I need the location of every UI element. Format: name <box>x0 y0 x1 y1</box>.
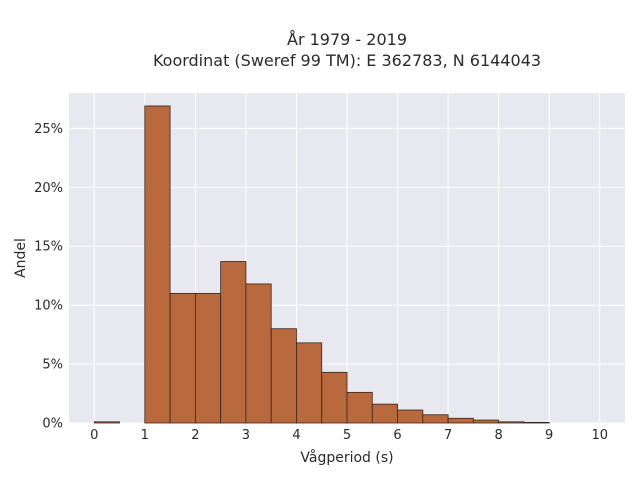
histogram-bar <box>296 342 323 424</box>
chart-title-line1: År 1979 - 2019 <box>287 30 407 49</box>
histogram-bar <box>245 283 272 424</box>
y-axis-label: Andel <box>13 238 29 278</box>
histogram-bar <box>397 409 424 424</box>
histogram-bar <box>523 422 550 424</box>
x-tick-label: 3 <box>242 428 250 443</box>
x-tick-label: 8 <box>494 428 502 443</box>
histogram-bar <box>220 261 247 424</box>
histogram-bar <box>371 403 398 424</box>
histogram-bar <box>422 414 449 424</box>
histogram-bar <box>472 419 500 424</box>
x-axis-label: Vågperiod (s) <box>300 449 393 466</box>
y-tick-label: 25% <box>34 122 63 137</box>
y-tick-label: 15% <box>34 240 63 255</box>
x-tick-label: 6 <box>393 428 401 443</box>
histogram-bars <box>93 105 550 424</box>
histogram-bar <box>498 421 525 424</box>
histogram-bar <box>93 421 120 424</box>
x-tick-label: 7 <box>444 428 452 443</box>
x-tick-label: 4 <box>292 428 300 443</box>
x-tick-label: 10 <box>591 428 608 443</box>
histogram-bar <box>169 292 196 424</box>
histogram-bar <box>144 105 171 424</box>
x-tick-label: 1 <box>141 428 149 443</box>
y-tick-label: 0% <box>42 417 63 432</box>
y-tick-label: 5% <box>42 358 63 373</box>
histogram-bar <box>346 391 373 424</box>
y-tick-label: 10% <box>34 299 63 314</box>
x-tick-label: 2 <box>191 428 199 443</box>
histogram-bar <box>270 328 297 424</box>
x-tick-label: 0 <box>90 428 98 443</box>
histogram-bar <box>447 417 474 424</box>
y-tick-label: 20% <box>34 181 63 196</box>
chart-title-line2: Koordinat (Sweref 99 TM): E 362783, N 61… <box>153 51 541 70</box>
x-tick-label: 9 <box>545 428 553 443</box>
histogram-bar <box>321 371 348 424</box>
x-axis-ticks: 0 1 2 3 4 5 6 7 8 9 10 <box>90 428 608 443</box>
x-tick-label: 5 <box>343 428 351 443</box>
y-axis-ticks: 0% 5% 10% 15% 20% 25% <box>34 122 63 432</box>
histogram-bar <box>194 292 222 424</box>
